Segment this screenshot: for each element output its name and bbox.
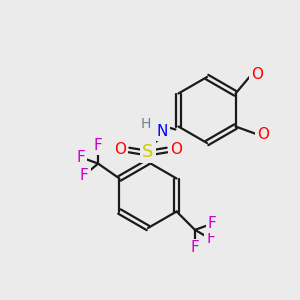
Text: O: O [251,67,263,82]
Text: O: O [257,127,269,142]
Text: F: F [80,168,89,183]
Text: O: O [114,142,126,158]
Text: H: H [141,117,151,131]
Text: O: O [170,142,182,158]
Text: F: F [94,138,103,153]
Text: N: N [156,124,168,140]
Text: F: F [190,240,199,255]
Text: F: F [77,150,85,165]
Text: S: S [142,143,154,161]
Text: F: F [206,231,215,246]
Text: F: F [208,216,216,231]
